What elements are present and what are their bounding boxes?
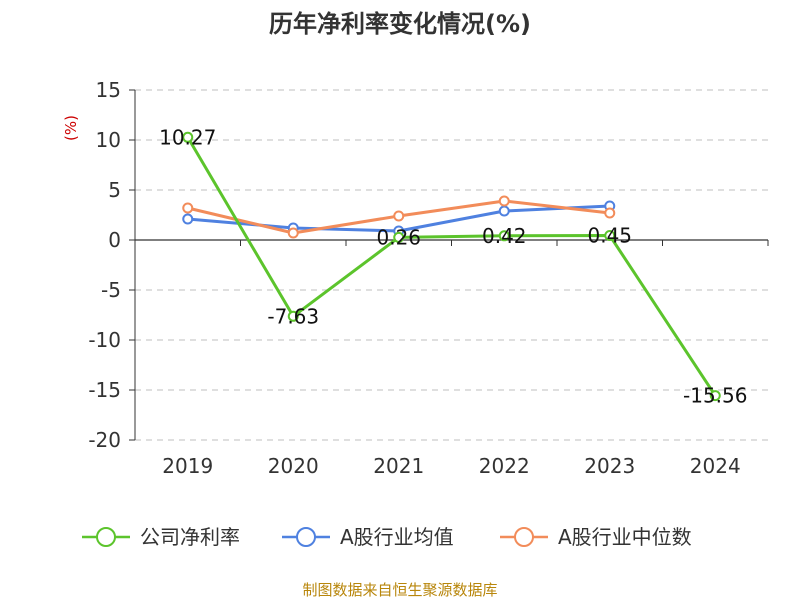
y-tick-label: 5 [108,178,121,202]
data-label: 0.26 [376,225,421,249]
y-tick-label: 10 [96,128,121,152]
data-label: -15.56 [683,384,747,408]
legend-item[interactable]: 公司净利率 [82,525,240,549]
x-tick-label: 2019 [162,454,213,478]
data-point [182,213,194,225]
y-tick-label: -20 [88,428,121,452]
data-point [182,131,194,143]
axes: 15 10 5 0 -5 -10 -15 -20 2019 2020 2021 2022 2023 202… [88,78,769,478]
source-note: 制图数据来自恒生聚源数据库 [302,581,497,599]
legend-item[interactable]: A股行业均值 [282,525,454,549]
data-point [498,205,510,217]
data-point [287,227,299,239]
y-unit-label: (%) [62,115,80,141]
data-point [709,390,721,402]
data-label: -7.63 [267,304,319,328]
y-tick-label: 0 [108,228,121,252]
series-lines [182,131,721,402]
legend-swatch-marker [96,527,116,547]
data-point [498,195,510,207]
data-labels: 10.27 -7.63 0.26 0.42 0.45 -15.56 [159,125,747,407]
data-label: 0.45 [587,224,632,248]
data-point [182,202,194,214]
legend-label: A股行业均值 [340,525,454,549]
x-tick-label: 2024 [690,454,741,478]
legend-swatch-marker [296,527,316,547]
legend-item[interactable]: A股行业中位数 [500,525,692,549]
chart-title: 历年净利率变化情况(%) [269,10,531,38]
data-label: 0.42 [482,224,527,248]
x-tick-label: 2020 [268,454,319,478]
data-point [287,310,299,322]
legend-swatch-marker [514,527,534,547]
data-point [393,210,405,222]
x-tick-label: 2022 [479,454,530,478]
y-tick-label: 15 [96,78,121,102]
data-point [393,231,405,243]
data-label: 10.27 [159,125,216,149]
legend-label: A股行业中位数 [558,525,692,549]
legend[interactable]: 公司净利率 A股行业均值 A股行业中位数 [82,525,692,549]
series-line [186,136,717,397]
y-tick-label: -10 [88,328,121,352]
y-tick-label: -15 [88,378,121,402]
x-tick-label: 2023 [584,454,635,478]
data-point [604,230,616,241]
x-tick-label: 2021 [373,454,424,478]
data-point [604,207,616,219]
data-point [498,230,510,242]
y-tick-label: -5 [101,278,121,302]
grid-lines [135,89,768,441]
legend-label: 公司净利率 [140,525,240,549]
